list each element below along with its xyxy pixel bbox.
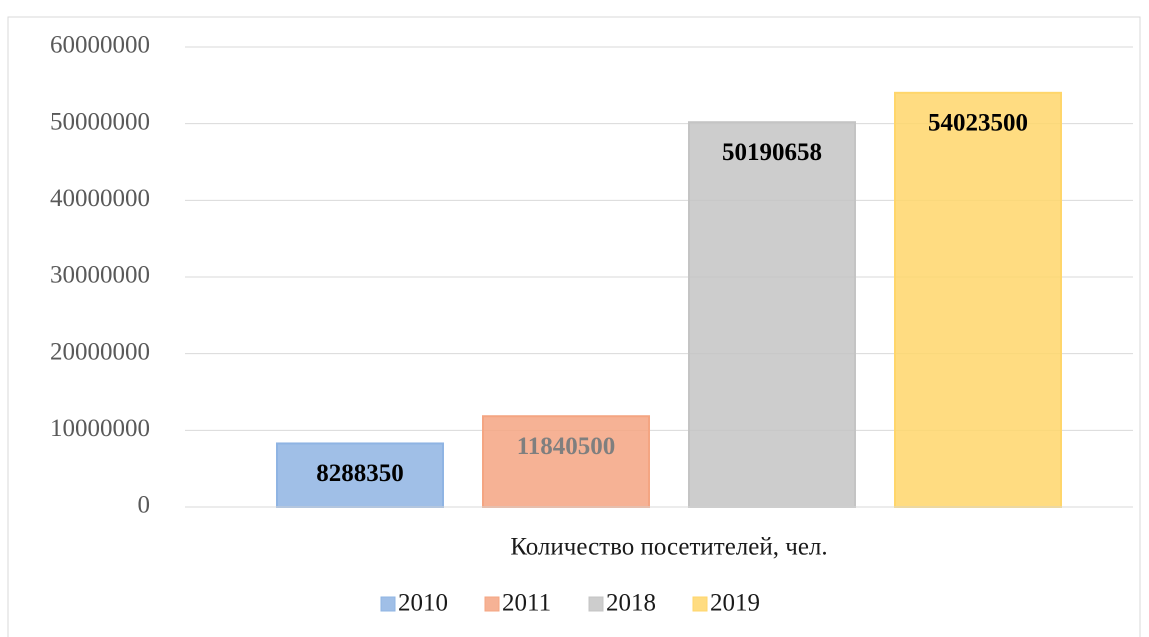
bar xyxy=(894,91,1062,509)
legend-label: 2010 xyxy=(398,590,448,617)
y-tick-label: 0 xyxy=(138,492,151,519)
legend-label: 2018 xyxy=(606,590,656,617)
y-tick-label: 10000000 xyxy=(50,415,150,442)
bar xyxy=(482,415,650,509)
legend-swatch xyxy=(380,596,396,612)
legend-swatch xyxy=(692,596,708,612)
y-tick-label: 50000000 xyxy=(50,108,150,135)
y-tick-label: 60000000 xyxy=(50,32,150,59)
legend-label: 2011 xyxy=(502,590,551,617)
y-tick-label: 40000000 xyxy=(50,185,150,212)
y-tick-label: 30000000 xyxy=(50,262,150,289)
legend-swatch xyxy=(484,596,500,612)
data-label: 54023500 xyxy=(928,110,1028,137)
legend-label: 2019 xyxy=(710,590,760,617)
data-label: 8288350 xyxy=(316,460,404,487)
x-tick-label: Количество посетителей, чел. xyxy=(510,534,827,561)
legend-swatch xyxy=(588,596,604,612)
data-label: 50190658 xyxy=(722,139,822,166)
bar xyxy=(276,442,444,509)
y-tick-label: 20000000 xyxy=(50,338,150,365)
data-label: 11840500 xyxy=(517,433,616,460)
bar xyxy=(688,121,856,508)
